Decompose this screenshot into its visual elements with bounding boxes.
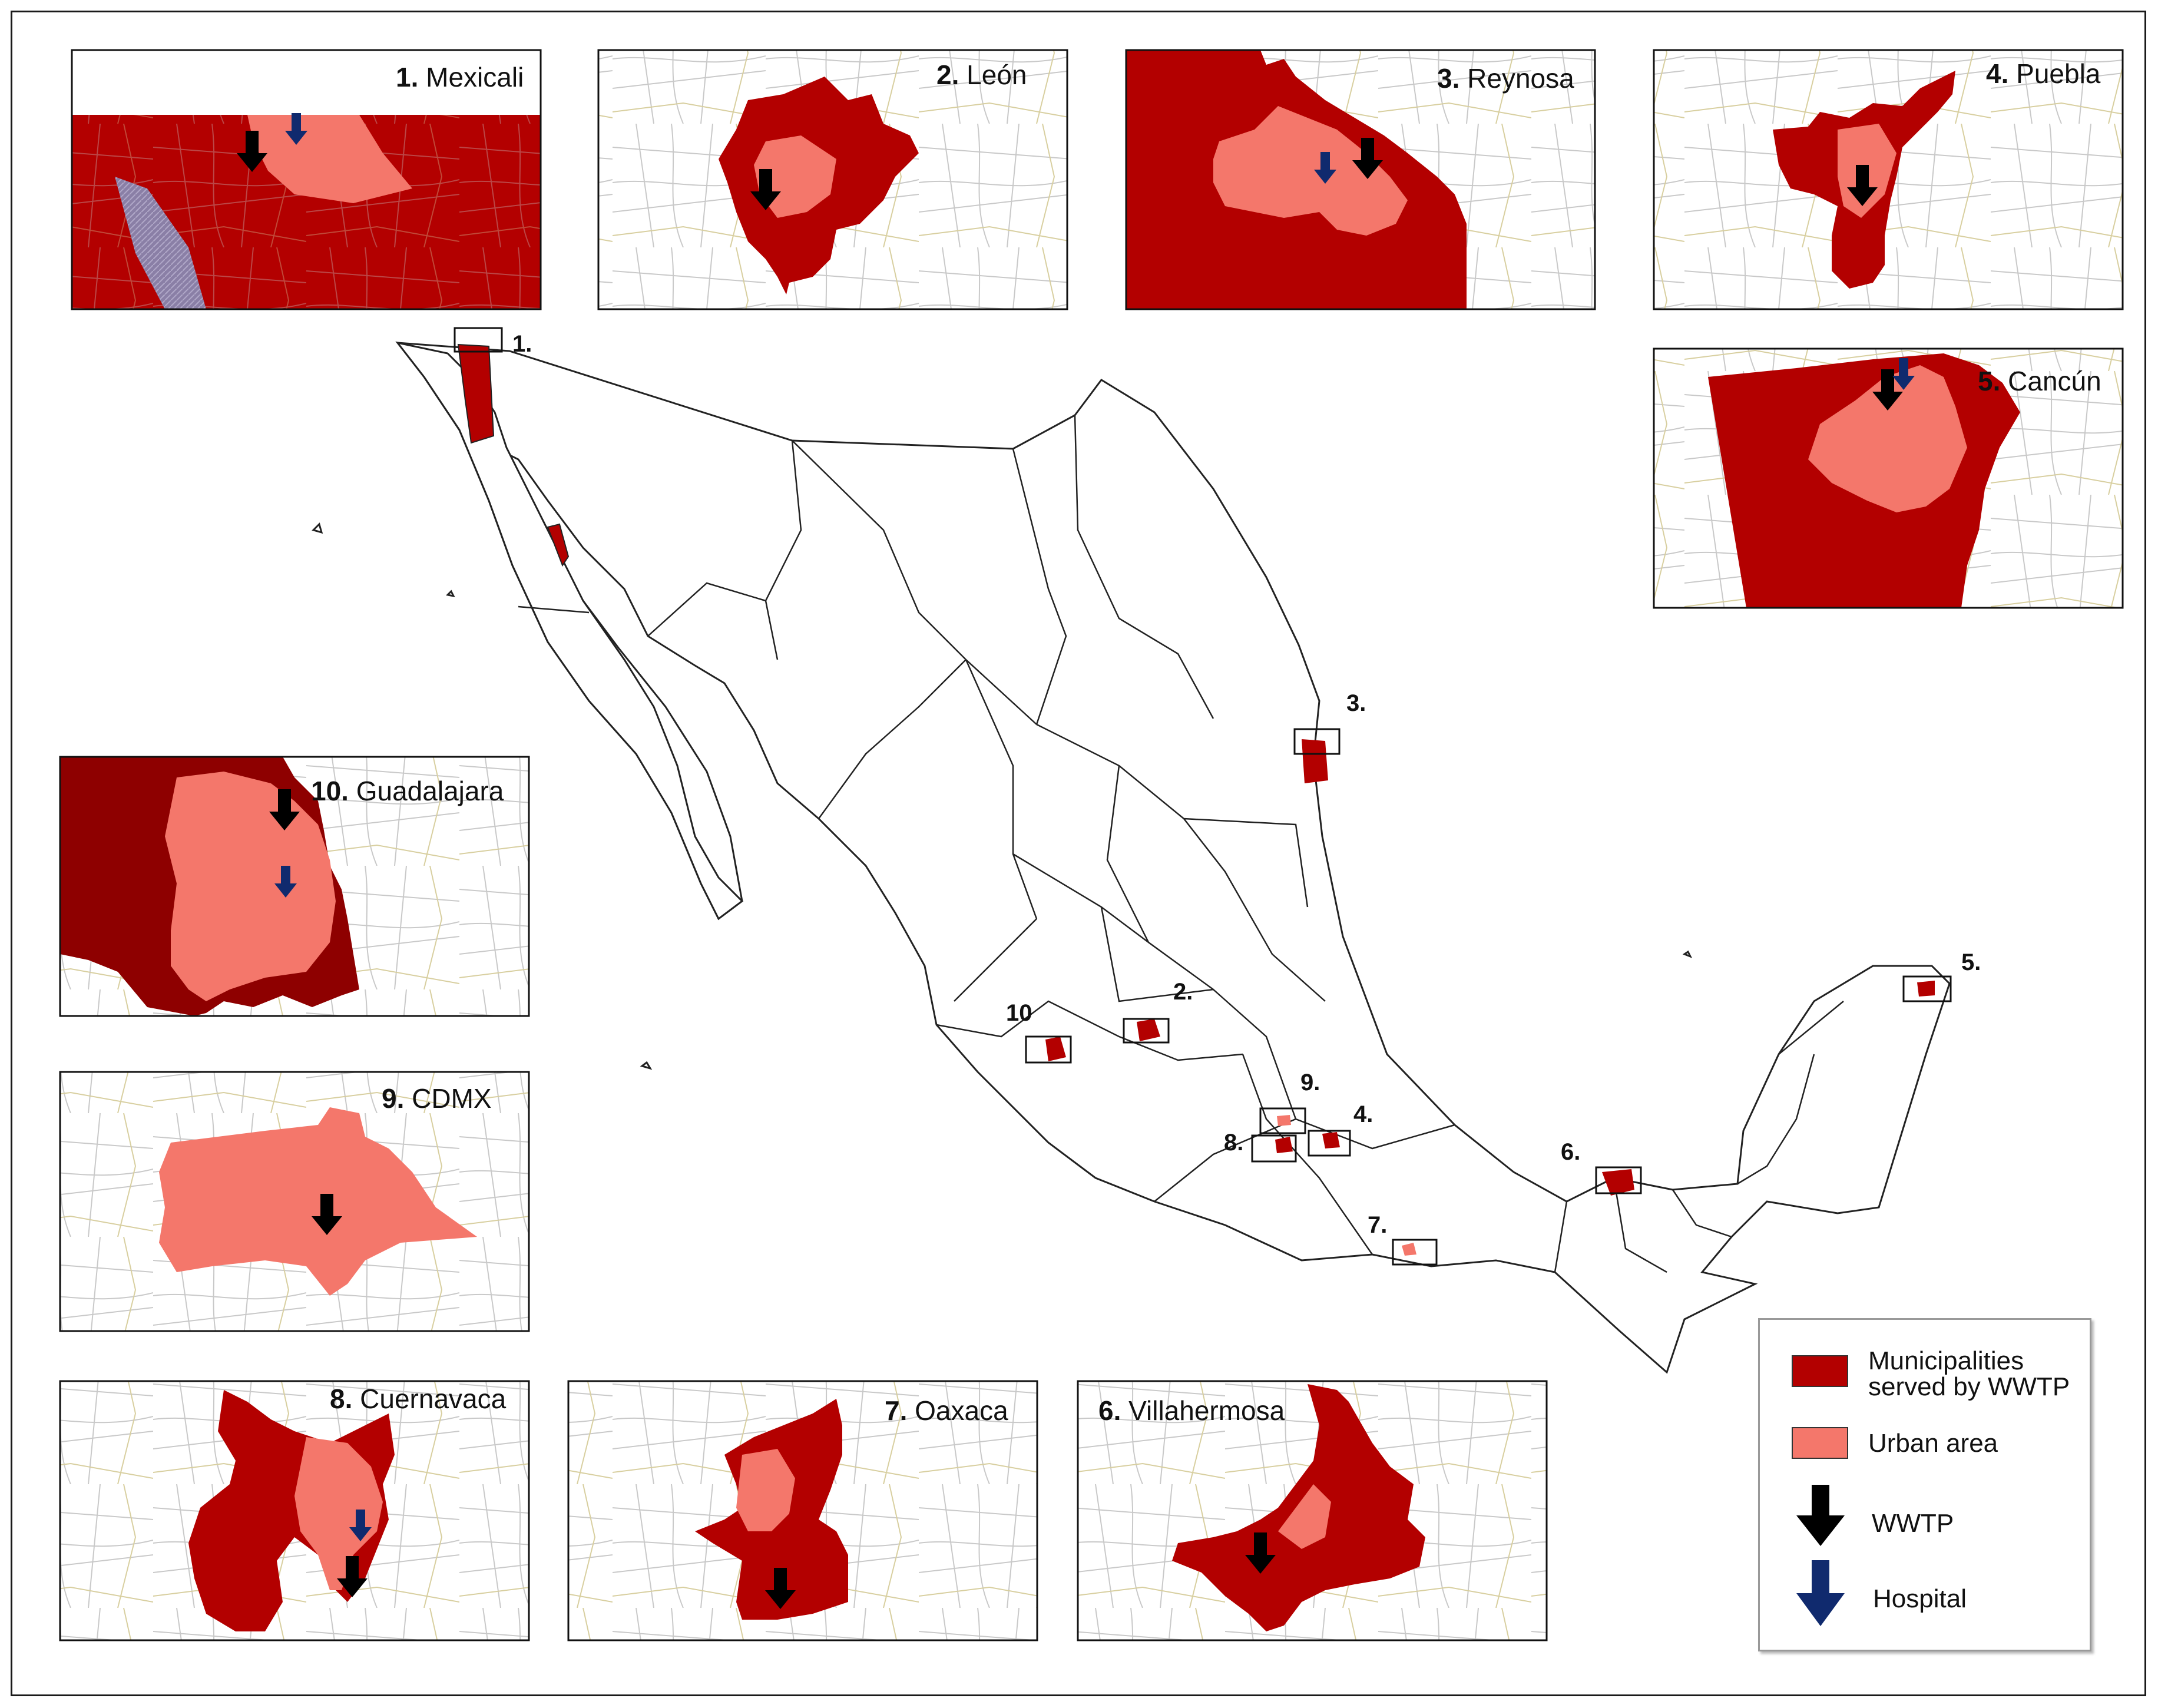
municipality-swatch bbox=[1792, 1355, 1848, 1387]
inset-cuernavaca bbox=[59, 1380, 530, 1641]
map-label-3: 3. bbox=[1346, 690, 1366, 716]
locator-boxes bbox=[454, 327, 1952, 1266]
map-label-5: 5. bbox=[1961, 949, 1981, 975]
inset-title-cancun: 5. Cancún bbox=[1978, 366, 2101, 396]
map-label-9: 9. bbox=[1300, 1070, 1320, 1095]
urban-swatch bbox=[1792, 1427, 1848, 1459]
inset-oaxaca bbox=[567, 1380, 1038, 1641]
inset-puebla bbox=[1653, 49, 2124, 310]
inset-cancun bbox=[1653, 347, 2124, 609]
main-map-municipalities bbox=[457, 343, 1935, 1256]
legend-label-municipalities: Municipalities served by WWTP bbox=[1868, 1346, 2070, 1401]
legend-label-hospital: Hospital bbox=[1873, 1584, 1967, 1613]
map-label-10: 10 bbox=[1006, 1000, 1032, 1026]
inset-title-mexicali: 1. Mexicali bbox=[396, 62, 524, 92]
inset-mexicali bbox=[71, 49, 542, 310]
legend: Municipalities served by WWTP Urban area… bbox=[1758, 1318, 2091, 1651]
map-label-6: 6. bbox=[1561, 1139, 1581, 1165]
inset-title-puebla: 4. Puebla bbox=[1986, 58, 2101, 89]
map-label-1: 1. bbox=[512, 331, 532, 357]
inset-title-leon: 2. León bbox=[936, 59, 1027, 90]
legend-label-wwtp: WWTP bbox=[1872, 1509, 1954, 1538]
inset-reynosa bbox=[1125, 49, 1596, 310]
inset-title-guadalajara: 10. Guadalajara bbox=[311, 776, 504, 806]
inset-title-cdmx: 9. CDMX bbox=[382, 1083, 492, 1114]
inset-cdmx bbox=[59, 1071, 530, 1332]
inset-title-oaxaca: 7. Oaxaca bbox=[885, 1395, 1008, 1426]
inset-title-villahermosa: 6. Villahermosa bbox=[1098, 1395, 1285, 1426]
inset-title-reynosa: 3. Reynosa bbox=[1437, 63, 1574, 94]
map-label-2: 2. bbox=[1173, 979, 1193, 1005]
legend-label-urban: Urban area bbox=[1868, 1429, 1998, 1458]
mexico-outline bbox=[312, 341, 1951, 1374]
inset-leon bbox=[597, 49, 1068, 310]
map-label-8: 8. bbox=[1224, 1130, 1244, 1156]
map-label-7: 7. bbox=[1368, 1212, 1388, 1238]
figure-frame bbox=[11, 11, 2146, 1696]
wwtp-arrow-icon bbox=[1796, 1485, 1845, 1546]
inset-title-cuernavaca: 8. Cuernavaca bbox=[330, 1383, 507, 1414]
inset-villahermosa bbox=[1077, 1380, 1548, 1641]
map-label-4: 4. bbox=[1353, 1101, 1373, 1127]
inset-guadalajara bbox=[59, 756, 530, 1017]
hospital-arrow-icon bbox=[1796, 1560, 1845, 1626]
